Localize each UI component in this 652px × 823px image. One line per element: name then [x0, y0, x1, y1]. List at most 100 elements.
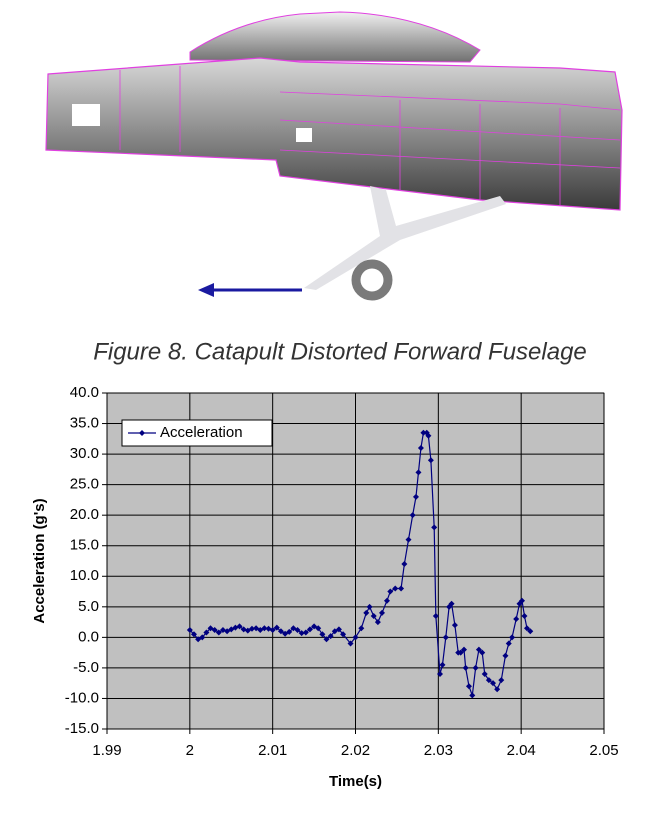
data-point: [505, 640, 512, 647]
data-point: [469, 692, 476, 699]
x-tick-label: 1.99: [92, 742, 121, 759]
direction-arrowhead: [198, 283, 214, 297]
data-point: [392, 585, 399, 592]
data-point: [387, 588, 394, 595]
data-point: [432, 612, 439, 619]
y-tick-label: 25.0: [70, 476, 99, 493]
data-point: [261, 625, 268, 632]
data-point: [527, 628, 534, 635]
y-tick-label: 40.0: [70, 384, 99, 401]
data-point: [286, 628, 293, 635]
data-point: [248, 625, 255, 632]
y-axis-label: Acceleration (g's): [31, 498, 48, 623]
data-point: [509, 634, 516, 641]
fuselage-illustration: [45, 11, 623, 301]
y-tick-label: -10.0: [65, 689, 99, 706]
data-point: [442, 634, 449, 641]
data-point: [425, 432, 432, 439]
data-point: [374, 619, 381, 626]
data-point: [236, 623, 243, 630]
data-point: [347, 640, 354, 647]
y-tick-label: 20.0: [70, 506, 99, 523]
data-point: [323, 636, 330, 643]
data-point: [457, 649, 464, 656]
data-point: [370, 612, 377, 619]
data-point: [340, 631, 347, 638]
data-point: [211, 627, 218, 634]
fuselage-body: [45, 57, 623, 211]
landing-gear: [304, 186, 506, 290]
canopy: [189, 11, 481, 63]
data-point: [273, 624, 280, 631]
data-point: [475, 646, 482, 653]
data-point: [431, 524, 438, 531]
data-point: [352, 634, 359, 641]
data-point: [186, 627, 193, 634]
data-point: [306, 626, 313, 633]
data-point: [465, 683, 472, 690]
data-point: [448, 600, 455, 607]
panel-hole: [296, 128, 312, 142]
data-point: [203, 629, 210, 636]
y-tick-label: 30.0: [70, 445, 99, 462]
data-point: [417, 444, 424, 451]
data-point: [277, 628, 284, 635]
y-tick-label: 5.0: [78, 598, 99, 615]
data-point: [485, 677, 492, 684]
panel-lines: [119, 66, 621, 206]
chart: -15.0 -10.0 -5.0 0.0 5.0 10.0 15.0 20.0 25.0 30.0…: [31, 384, 619, 790]
data-point: [490, 680, 497, 687]
data-point: [319, 631, 326, 638]
data-point: [363, 609, 370, 616]
data-point: [479, 649, 486, 656]
data-point: [366, 603, 373, 610]
data-point: [481, 671, 488, 678]
data-point: [327, 633, 334, 640]
data-point: [405, 536, 412, 543]
data-point: [190, 631, 197, 638]
data-point: [462, 664, 469, 671]
data-point: [298, 630, 305, 637]
y-tick-label: 0.0: [78, 628, 99, 645]
data-point: [302, 629, 309, 636]
y-tick-label: -5.0: [73, 659, 99, 676]
x-tick-label: 2.01: [258, 742, 287, 759]
data-point: [215, 629, 222, 636]
data-point: [498, 677, 505, 684]
data-point: [451, 622, 458, 629]
data-point: [401, 561, 408, 568]
y-tick-label: 10.0: [70, 567, 99, 584]
x-axis-label: Time(s): [329, 773, 382, 790]
data-point: [315, 625, 322, 632]
data-point: [415, 469, 422, 476]
data-point: [427, 457, 434, 464]
x-tick-label: 2.05: [589, 742, 618, 759]
x-tick-label: 2.04: [507, 742, 536, 759]
data-point: [358, 625, 365, 632]
data-point: [461, 646, 468, 653]
data-point: [502, 652, 509, 659]
data-point: [294, 627, 301, 634]
data-point: [420, 429, 427, 436]
data-point: [436, 671, 443, 678]
data-point: [521, 612, 528, 619]
data-point: [379, 609, 386, 616]
y-tick-label: 35.0: [70, 415, 99, 432]
data-point: [409, 512, 416, 519]
legend-label: Acceleration: [160, 424, 243, 441]
data-point: [398, 585, 405, 592]
wheel: [351, 259, 393, 301]
data-point: [523, 625, 530, 632]
data-point: [199, 634, 206, 641]
panel-hole: [72, 104, 100, 126]
data-point: [513, 616, 520, 623]
data-point: [518, 597, 525, 604]
figure-caption: Figure 8. Catapult Distorted Forward Fus…: [93, 338, 587, 365]
data-point: [439, 661, 446, 668]
legend-marker: [139, 430, 145, 436]
x-tick-label: 2.03: [424, 742, 453, 759]
x-tick-label: 2: [186, 742, 194, 759]
data-point: [472, 664, 479, 671]
